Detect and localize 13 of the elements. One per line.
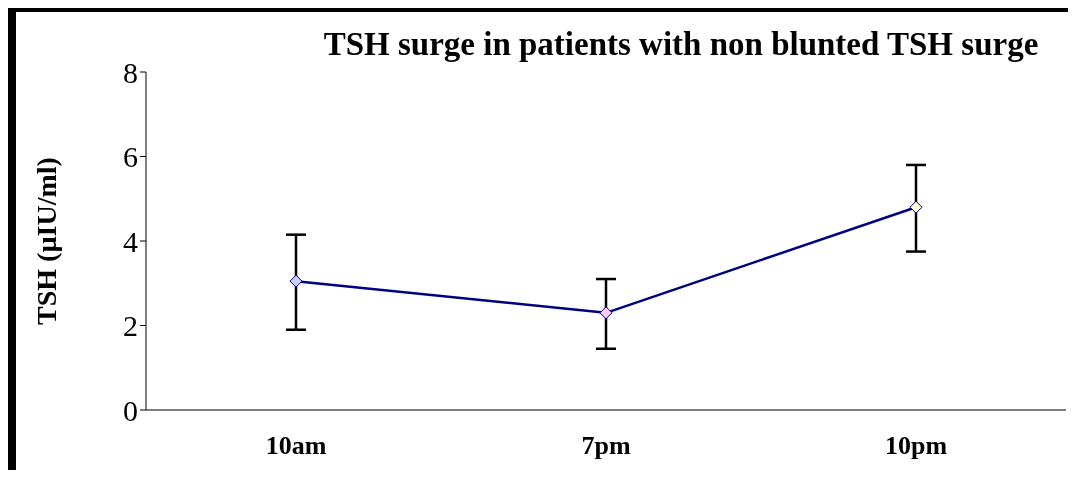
- y-tick-label: 6: [123, 140, 138, 174]
- y-tick-label: 0: [123, 393, 138, 427]
- y-axis-title: TSH (µIU/ml): [30, 157, 62, 325]
- chart-title: TSH surge in patients with non blunted TSH surge: [322, 25, 1040, 64]
- x-tick-label: 10am: [265, 431, 327, 461]
- point: [599, 306, 613, 320]
- point: [909, 200, 923, 214]
- point: [289, 274, 303, 288]
- x-tick-label: 10pm: [884, 431, 948, 461]
- y-tick-label: 2: [123, 309, 138, 343]
- x-tick-label: 7pm: [581, 431, 631, 461]
- y-tick-label: 8: [123, 55, 138, 89]
- y-tick-label: 4: [123, 224, 138, 258]
